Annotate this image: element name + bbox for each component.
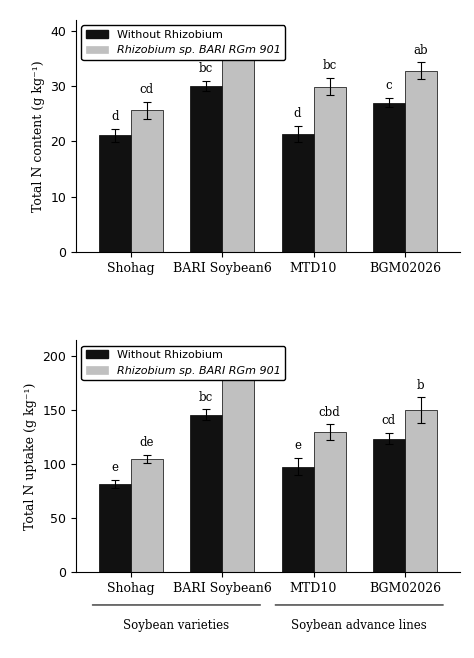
Bar bbox=[282, 134, 313, 252]
Bar bbox=[313, 432, 346, 572]
Bar bbox=[222, 372, 254, 572]
Text: d: d bbox=[294, 107, 301, 120]
Text: Soybean advance lines: Soybean advance lines bbox=[292, 619, 427, 632]
Text: a: a bbox=[235, 347, 242, 361]
Text: de: de bbox=[139, 436, 154, 449]
Text: a: a bbox=[235, 24, 242, 37]
Bar bbox=[405, 411, 437, 572]
Text: cbd: cbd bbox=[319, 406, 340, 418]
Text: Soybean varieties: Soybean varieties bbox=[123, 619, 229, 632]
Bar bbox=[373, 103, 405, 252]
Text: cd: cd bbox=[140, 84, 154, 96]
Text: b: b bbox=[417, 378, 425, 392]
Legend: Without Rhizobium, Rhizobium sp. BARI RGm 901: Without Rhizobium, Rhizobium sp. BARI RG… bbox=[82, 346, 285, 380]
Bar bbox=[405, 70, 437, 252]
Legend: Without Rhizobium, Rhizobium sp. BARI RGm 901: Without Rhizobium, Rhizobium sp. BARI RG… bbox=[82, 25, 285, 60]
Bar bbox=[373, 438, 405, 572]
Text: ab: ab bbox=[414, 43, 428, 57]
Text: e: e bbox=[294, 439, 301, 452]
Bar bbox=[190, 86, 222, 252]
Text: e: e bbox=[111, 461, 118, 474]
Y-axis label: Total N content (g kg⁻¹): Total N content (g kg⁻¹) bbox=[32, 60, 45, 212]
Bar bbox=[131, 111, 163, 252]
Text: d: d bbox=[111, 110, 118, 123]
Bar bbox=[222, 47, 254, 252]
Text: bc: bc bbox=[199, 391, 213, 403]
Bar bbox=[313, 87, 346, 252]
Bar bbox=[282, 467, 313, 572]
Y-axis label: Total N uptake (g kg⁻¹): Total N uptake (g kg⁻¹) bbox=[24, 383, 36, 530]
Bar bbox=[99, 484, 131, 572]
Text: bc: bc bbox=[199, 62, 213, 75]
Text: cd: cd bbox=[382, 415, 396, 427]
Bar bbox=[99, 136, 131, 252]
Bar bbox=[190, 415, 222, 572]
Text: bc: bc bbox=[322, 59, 337, 72]
Bar bbox=[131, 459, 163, 572]
Text: c: c bbox=[386, 80, 392, 93]
